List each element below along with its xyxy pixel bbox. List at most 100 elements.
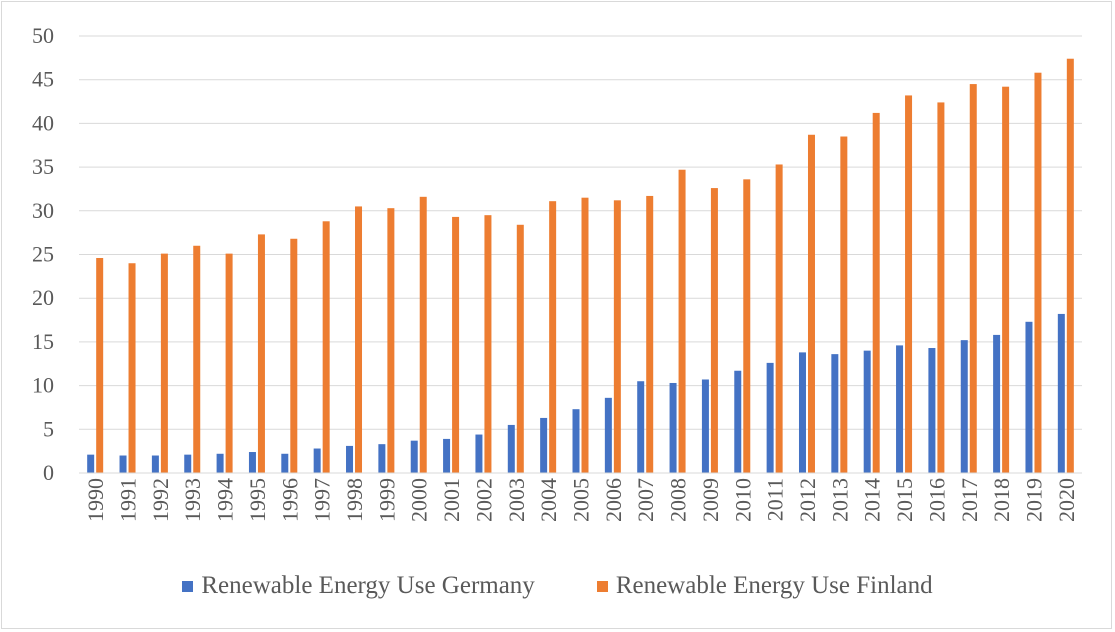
- x-tick-label: 2000: [407, 478, 432, 522]
- y-axis-ticks: 0 5 10 15 20 25 30 35 40 45 50: [32, 23, 54, 485]
- legend-label-germany: Renewable Energy Use Germany: [201, 572, 535, 599]
- bar-finland-1993: [193, 245, 201, 473]
- x-tick-label: 2010: [730, 478, 755, 522]
- x-tick-label: 1997: [310, 478, 335, 522]
- bar-finland-2009: [710, 188, 718, 474]
- bar-finland-2005: [581, 197, 589, 473]
- bar-finland-1994: [225, 253, 233, 473]
- x-tick-label: 2017: [957, 478, 982, 522]
- bar-germany-2010: [734, 370, 742, 473]
- bar-germany-2018: [993, 334, 1001, 473]
- x-tick-label: 1996: [277, 478, 302, 522]
- x-tick-label: 2016: [924, 478, 949, 522]
- y-tick-label: 5: [43, 416, 54, 441]
- bar-finland-1991: [128, 263, 136, 473]
- bar-germany-2019: [1025, 321, 1033, 473]
- x-tick-label: 2012: [795, 478, 820, 522]
- bar-finland-2000: [419, 196, 427, 474]
- x-tick-label: 2006: [601, 478, 626, 522]
- x-tick-label: 1991: [116, 478, 141, 522]
- x-tick-label: 1990: [83, 478, 108, 522]
- y-tick-label: 30: [32, 198, 54, 223]
- x-tick-label: 2007: [633, 478, 658, 522]
- gridlines: [79, 35, 1082, 430]
- bar-germany-2007: [637, 381, 645, 473]
- bar-finland-2004: [549, 201, 557, 473]
- bar-germany-2009: [701, 379, 709, 473]
- bar-finland-2008: [678, 169, 686, 474]
- bar-germany-2004: [540, 417, 548, 473]
- bar-finland-2003: [516, 224, 524, 473]
- x-tick-label: 1992: [148, 478, 173, 522]
- x-tick-label: 2004: [536, 478, 561, 522]
- bar-germany-2012: [798, 352, 806, 473]
- bar-germany-1997: [313, 448, 321, 473]
- bar-finland-2020: [1066, 58, 1074, 473]
- bar-finland-2001: [452, 216, 460, 473]
- legend-item-finland: Renewable Energy Use Finland: [596, 572, 933, 600]
- x-tick-label: 2014: [860, 478, 885, 522]
- bar-finland-2018: [1002, 86, 1010, 473]
- bar-germany-1995: [248, 452, 256, 473]
- y-tick-label: 50: [32, 23, 54, 48]
- bar-germany-1999: [378, 444, 386, 473]
- legend-label-finland: Renewable Energy Use Finland: [615, 572, 933, 599]
- bar-finland-2007: [646, 195, 654, 473]
- y-tick-label: 0: [43, 460, 54, 485]
- x-tick-label: 2013: [827, 478, 852, 522]
- bar-germany-2003: [507, 424, 515, 473]
- x-tick-label: 1995: [245, 478, 270, 522]
- bar-finland-2016: [937, 102, 945, 473]
- bar-finland-1992: [160, 253, 168, 473]
- x-tick-label: 1994: [213, 478, 238, 522]
- bar-finland-1998: [355, 206, 363, 473]
- x-tick-label: 1993: [180, 478, 205, 522]
- bar-germany-1991: [119, 455, 127, 473]
- legend-swatch-finland: [596, 580, 608, 592]
- bar-finland-1996: [290, 238, 298, 473]
- bar-germany-2001: [443, 438, 451, 473]
- bar-finland-2015: [905, 95, 913, 473]
- x-tick-label: 2009: [698, 478, 723, 522]
- y-tick-label: 25: [32, 242, 54, 267]
- x-tick-label: 2020: [1054, 478, 1079, 522]
- bar-germany-2002: [475, 434, 483, 473]
- bar-germany-2006: [604, 397, 612, 473]
- bar-finland-2011: [775, 164, 783, 473]
- x-tick-label: 2018: [989, 478, 1014, 522]
- x-tick-label: 2005: [569, 478, 594, 522]
- x-tick-label: 2019: [1021, 478, 1046, 522]
- legend: Renewable Energy Use Germany Renewable E…: [2, 572, 1113, 600]
- bar-germany-2000: [410, 440, 418, 473]
- y-tick-label: 35: [32, 154, 54, 179]
- bar-germany-1990: [87, 454, 95, 473]
- x-axis-ticks: 1990 1991 1992 1993 1994 1995 1996 1997 1998 1999…: [83, 478, 1079, 522]
- x-tick-label: 2001: [439, 478, 464, 522]
- bar-germany-1998: [346, 445, 354, 473]
- y-tick-label: 15: [32, 329, 54, 354]
- bar-finland-2002: [484, 215, 492, 474]
- y-tick-label: 20: [32, 285, 54, 310]
- x-tick-label: 2002: [471, 478, 496, 522]
- bar-finland-1997: [322, 221, 330, 473]
- bar-germany-2013: [831, 354, 839, 473]
- x-tick-label: 2003: [504, 478, 529, 522]
- x-tick-label: 1999: [374, 478, 399, 522]
- y-tick-label: 45: [32, 67, 54, 92]
- y-tick-label: 40: [32, 110, 54, 135]
- bar-finland-1995: [257, 234, 265, 473]
- bar-germany-2011: [766, 362, 774, 473]
- bar-germany-2008: [669, 382, 677, 473]
- x-tick-label: 2008: [666, 478, 691, 522]
- bar-finland-1999: [387, 208, 395, 474]
- bar-germany-1994: [216, 453, 224, 473]
- bar-finland-2017: [969, 84, 977, 473]
- legend-swatch-germany: [182, 580, 194, 592]
- bar-germany-2017: [960, 340, 968, 473]
- bar-finland-2013: [840, 136, 848, 473]
- legend-item-germany: Renewable Energy Use Germany: [182, 572, 535, 600]
- bar-finland-2010: [743, 179, 751, 473]
- x-tick-label: 1998: [342, 478, 367, 522]
